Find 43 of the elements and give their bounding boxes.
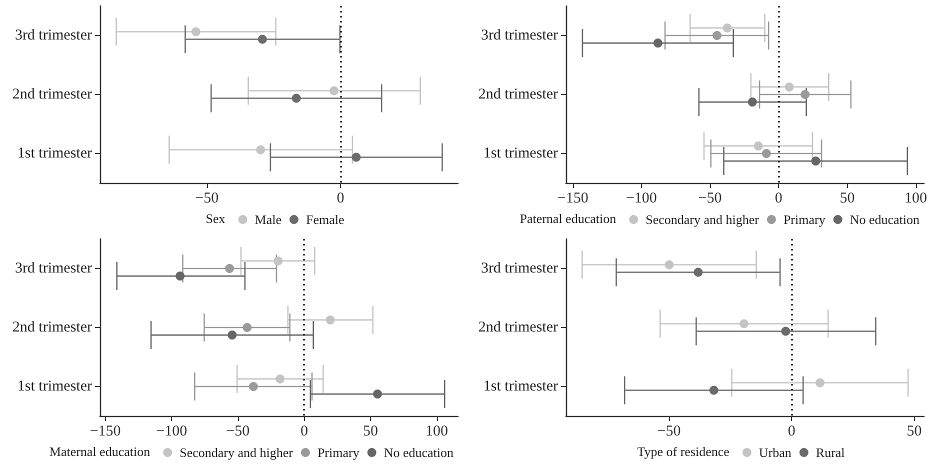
legend-label: Primary	[783, 212, 826, 227]
x-tick-label: 0	[300, 424, 308, 440]
x-tick-label: −50	[657, 424, 681, 440]
legend-label: Secondary and higher	[180, 445, 294, 460]
y-tick-label: 3rd trimester	[480, 28, 558, 44]
legend-label: No education	[384, 445, 454, 460]
x-tick-label: 100	[904, 190, 928, 206]
x-tick-label: 50	[362, 424, 378, 440]
x-tick-label: 0	[336, 190, 344, 206]
y-tick-label: 3rd trimester	[480, 260, 558, 276]
x-tick-label: −50	[195, 190, 219, 206]
y-tick-label: 1st trimester	[17, 146, 92, 162]
x-tick-label: −50	[226, 424, 250, 440]
x-tick-label: −50	[698, 190, 722, 206]
y-tick-label: 2nd trimester	[478, 86, 558, 102]
y-tick-label: 2nd trimester	[12, 86, 92, 102]
legend-label: Primary	[317, 445, 360, 460]
legend-label: Female	[306, 212, 344, 227]
y-tick-label: 1st trimester	[483, 378, 558, 394]
legend-label: Urban	[758, 445, 792, 460]
legend-label: No education	[850, 212, 920, 227]
x-tick-label: 50	[906, 424, 922, 440]
x-tick-label: 100	[426, 424, 448, 440]
legend-title: Sex	[206, 211, 226, 226]
legend-label: Male	[254, 212, 282, 227]
x-tick-label: 0	[774, 190, 782, 206]
y-tick-label: 1st trimester	[483, 146, 558, 162]
y-tick-label: 3rd trimester	[14, 260, 92, 276]
y-tick-label: 1st trimester	[17, 378, 92, 394]
y-tick-label: 2nd trimester	[478, 320, 558, 336]
legend-label: Secondary and higher	[646, 212, 760, 227]
x-tick-label: 0	[788, 424, 796, 440]
x-tick-label: −150	[90, 424, 121, 440]
x-tick-label: −100	[156, 424, 188, 440]
y-tick-label: 2nd trimester	[12, 320, 92, 336]
legend-title: Type of residence	[637, 444, 730, 459]
legend-label: Rural	[816, 445, 846, 460]
legend-title: Paternal education	[520, 211, 617, 226]
x-tick-label: −150	[557, 190, 588, 206]
x-tick-label: −100	[626, 190, 657, 206]
x-tick-label: 50	[840, 190, 855, 206]
y-tick-label: 3rd trimester	[14, 28, 92, 44]
legend-title: Maternal education	[49, 444, 151, 459]
